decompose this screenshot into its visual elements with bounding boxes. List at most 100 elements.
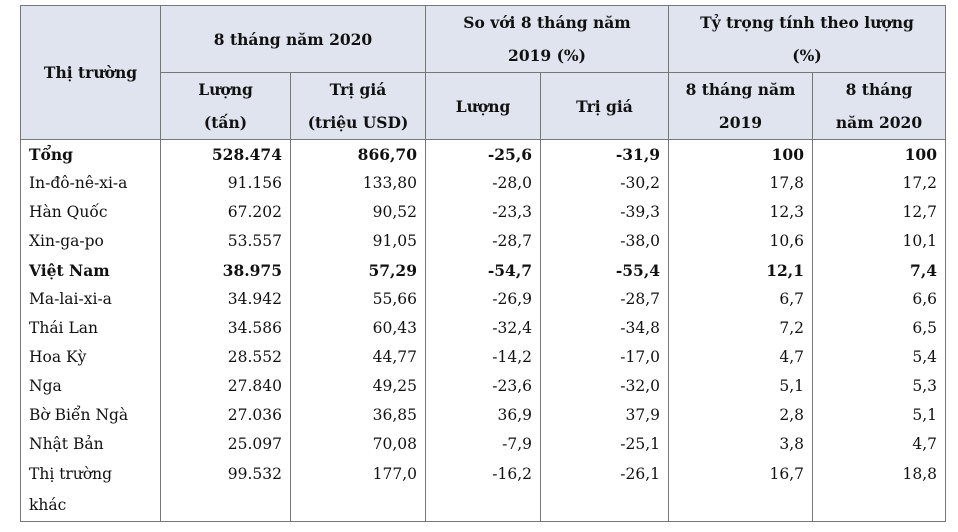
- table-cell: 12,3: [668, 198, 813, 227]
- table-cell: 3,8: [668, 430, 813, 459]
- table-cell: 5,3: [812, 372, 946, 401]
- table-cell: 6,5: [812, 314, 946, 343]
- table-cell: 91,05: [290, 227, 426, 256]
- table-cell: Nhật Bản: [20, 430, 161, 459]
- table-cell: -55,4: [540, 256, 669, 285]
- table-cell: 10,1: [812, 227, 946, 256]
- table-cell: -28,0: [425, 169, 541, 198]
- table-row: Bờ Biển Ngà 27.036 36,85 36,9 37,9 2,8 5,1: [20, 401, 946, 430]
- table-cell: 12,1: [668, 256, 813, 285]
- table-cell: 7,4: [812, 256, 946, 285]
- table-cell: -32,4: [425, 314, 541, 343]
- table-cell: 55,66: [290, 285, 426, 314]
- table-cell: 37,9: [540, 401, 669, 430]
- table-cell: 16,7: [668, 459, 813, 522]
- table-cell: -23,6: [425, 372, 541, 401]
- table-cell: 5,1: [668, 372, 813, 401]
- table-cell: -25,1: [540, 430, 669, 459]
- table-cell: -30,2: [540, 169, 669, 198]
- table-row: Hoa Kỳ 28.552 44,77 -14,2 -17,0 4,7 5,4: [20, 343, 946, 372]
- table-cell: -39,3: [540, 198, 669, 227]
- table-cell: 91.156: [160, 169, 291, 198]
- table-cell: 27.840: [160, 372, 291, 401]
- table-cell: -34,8: [540, 314, 669, 343]
- table-row: In-đô-nê-xi-a 91.156 133,80 -28,0 -30,2 17,8 1…: [20, 169, 946, 198]
- table-cell: 866,70: [290, 139, 426, 169]
- table-cell: -14,2: [425, 343, 541, 372]
- table-row: Tổng 528.474 866,70 -25,6 -31,9 100 100: [20, 139, 946, 169]
- table-cell: Tổng: [20, 139, 161, 169]
- table-cell: 10,6: [668, 227, 813, 256]
- table-cell: 528.474: [160, 139, 291, 169]
- table-cell: Hàn Quốc: [20, 198, 161, 227]
- table-cell: 100: [668, 139, 813, 169]
- table-header: Thị trường 8 tháng năm 2020 So với 8 tháng…: [20, 5, 946, 140]
- table-cell: 6,7: [668, 285, 813, 314]
- table-cell: -23,3: [425, 198, 541, 227]
- table-cell: 99.532: [160, 459, 291, 522]
- header-row: Thị trường 8 tháng năm 2020 So với 8 tháng…: [20, 5, 946, 140]
- table-cell: -26,9: [425, 285, 541, 314]
- table-cell: 36,9: [425, 401, 541, 430]
- table-cell: -32,0: [540, 372, 669, 401]
- table-cell: 17,8: [668, 169, 813, 198]
- table-cell: 5,1: [812, 401, 946, 430]
- table-cell: -38,0: [540, 227, 669, 256]
- table-cell: -25,6: [425, 139, 541, 169]
- table-cell: 5,4: [812, 343, 946, 372]
- table-cell: 53.557: [160, 227, 291, 256]
- header-cell: Thị trường: [20, 5, 161, 140]
- table-cell: 28.552: [160, 343, 291, 372]
- table-cell: 25.097: [160, 430, 291, 459]
- table-row: Xin-ga-po 53.557 91,05 -28,7 -38,0 10,6 10,1: [20, 227, 946, 256]
- table-cell: -17,0: [540, 343, 669, 372]
- header-cell: Trị giá: [540, 72, 669, 140]
- table-cell: 133,80: [290, 169, 426, 198]
- table-cell: -31,9: [540, 139, 669, 169]
- table-cell: 17,2: [812, 169, 946, 198]
- table-cell: 34.586: [160, 314, 291, 343]
- table-cell: -28,7: [425, 227, 541, 256]
- table-cell: 4,7: [812, 430, 946, 459]
- table-cell: Ma-lai-xi-a: [20, 285, 161, 314]
- table-row: Việt Nam 38.975 57,29 -54,7 -55,4 12,1 7,4: [20, 256, 946, 285]
- data-table: Thị trường 8 tháng năm 2020 So với 8 tháng…: [20, 5, 946, 522]
- table-cell: 90,52: [290, 198, 426, 227]
- table-cell: Nga: [20, 372, 161, 401]
- table-row: Thái Lan 34.586 60,43 -32,4 -34,8 7,2 6,5: [20, 314, 946, 343]
- table-cell: 7,2: [668, 314, 813, 343]
- table-cell: Thị trường khác: [20, 459, 161, 522]
- header-cell: Lượng: [425, 72, 541, 140]
- header-group: So với 8 tháng năm 2019 (%): [425, 5, 669, 73]
- header-cell: 8 tháng năm 2020: [812, 72, 946, 140]
- header-group: 8 tháng năm 2020: [160, 5, 426, 73]
- header-row: Lượng (tấn) Trị giá (triệu USD) Lượng Trị g…: [21, 72, 946, 140]
- table-cell: 67.202: [160, 198, 291, 227]
- table-cell: 27.036: [160, 401, 291, 430]
- table-body: Tổng 528.474 866,70 -25,6 -31,9 100 100 In-đô-n…: [20, 139, 946, 522]
- table-cell: Thái Lan: [20, 314, 161, 343]
- table-cell: Bờ Biển Ngà: [20, 401, 161, 430]
- table-row: Ma-lai-xi-a 34.942 55,66 -26,9 -28,7 6,7 6,6: [20, 285, 946, 314]
- table-cell: 12,7: [812, 198, 946, 227]
- header-cell: Lượng (tấn): [160, 72, 291, 140]
- table-cell: 60,43: [290, 314, 426, 343]
- table-cell: 36,85: [290, 401, 426, 430]
- table-cell: 2,8: [668, 401, 813, 430]
- header-group: Tỷ trọng tính theo lượng (%): [668, 5, 946, 73]
- header-cell: Trị giá (triệu USD): [290, 72, 426, 140]
- table-row: Nga 27.840 49,25 -23,6 -32,0 5,1 5,3: [20, 372, 946, 401]
- table-cell: 34.942: [160, 285, 291, 314]
- table-cell: -16,2: [425, 459, 541, 522]
- table-cell: 6,6: [812, 285, 946, 314]
- table-cell: 177,0: [290, 459, 426, 522]
- table-cell: -54,7: [425, 256, 541, 285]
- table-cell: -7,9: [425, 430, 541, 459]
- table-cell: -26,1: [540, 459, 669, 522]
- table-cell: 18,8: [812, 459, 946, 522]
- table-row: Thị trường khác 99.532 177,0 -16,2 -26,1 16,7…: [20, 459, 946, 522]
- table-row: Hàn Quốc 67.202 90,52 -23,3 -39,3 12,3 12,7: [20, 198, 946, 227]
- table-cell: Việt Nam: [20, 256, 161, 285]
- table-cell: 100: [812, 139, 946, 169]
